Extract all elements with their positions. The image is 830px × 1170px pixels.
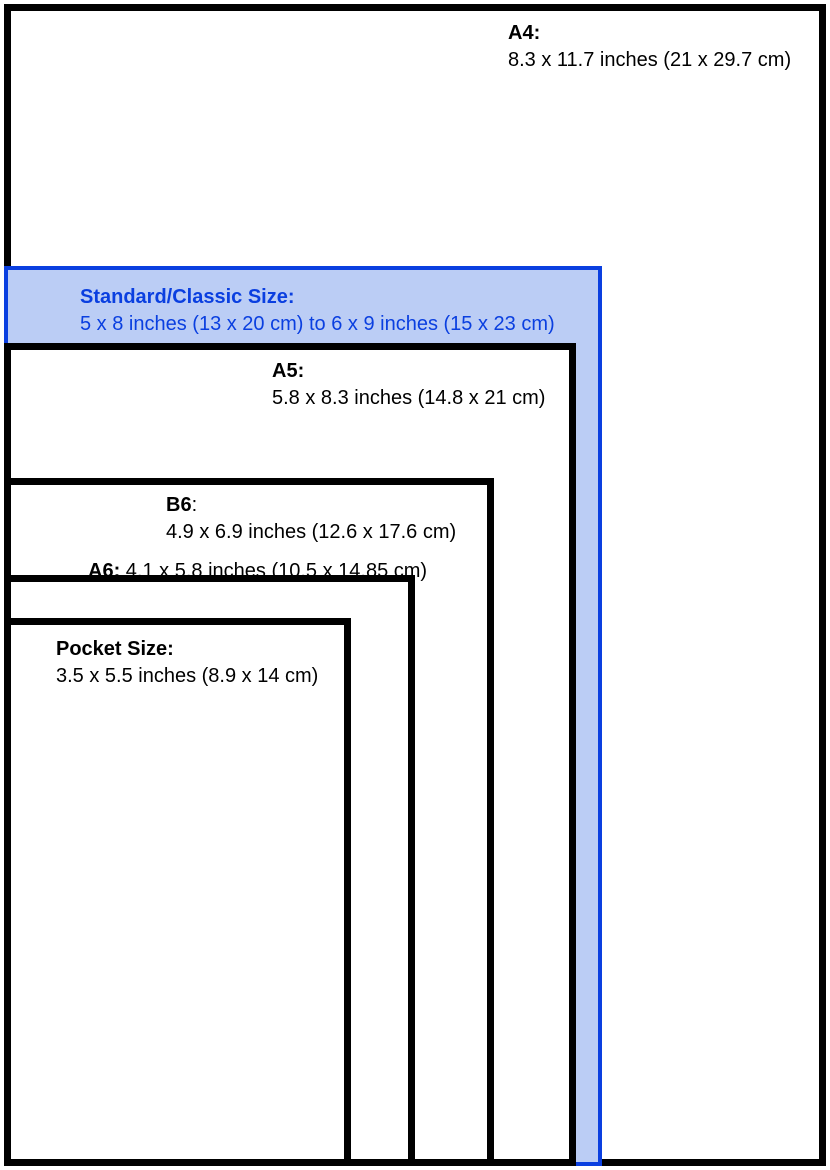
size-label-pocket: Pocket Size: 3.5 x 5.5 inches (8.9 x 14 c… <box>56 636 318 690</box>
size-label-a5: A5: 5.8 x 8.3 inches (14.8 x 21 cm) <box>272 358 545 412</box>
size-dims-pocket: 3.5 x 5.5 inches (8.9 x 14 cm) <box>56 665 318 687</box>
size-dims-standard: 5 x 8 inches (13 x 20 cm) to 6 x 9 inche… <box>80 313 555 335</box>
size-label-a6: A6: 4.1 x 5.8 inches (10.5 x 14.85 cm) <box>88 558 427 585</box>
size-dims-b6: 4.9 x 6.9 inches (12.6 x 17.6 cm) <box>166 521 456 543</box>
size-label-standard: Standard/Classic Size: 5 x 8 inches (13 x… <box>80 284 555 338</box>
size-title-suffix-b6: : <box>192 494 198 516</box>
size-box-pocket <box>4 618 351 1166</box>
size-title-a6: A6: <box>88 560 120 582</box>
size-label-a4: A4: 8.3 x 11.7 inches (21 x 29.7 cm) <box>508 20 791 74</box>
size-title-b6: B6 <box>166 494 192 516</box>
size-title-a4: A4: <box>508 22 540 44</box>
size-dims-a4: 8.3 x 11.7 inches (21 x 29.7 cm) <box>508 49 791 71</box>
size-title-standard: Standard/Classic Size: <box>80 286 295 308</box>
size-title-a5: A5: <box>272 360 304 382</box>
size-dims-a5: 5.8 x 8.3 inches (14.8 x 21 cm) <box>272 387 545 409</box>
size-title-pocket: Pocket Size: <box>56 638 174 660</box>
size-dims-a6: 4.1 x 5.8 inches (10.5 x 14.85 cm) <box>126 560 427 582</box>
size-label-b6: B6: 4.9 x 6.9 inches (12.6 x 17.6 cm) <box>166 492 456 546</box>
